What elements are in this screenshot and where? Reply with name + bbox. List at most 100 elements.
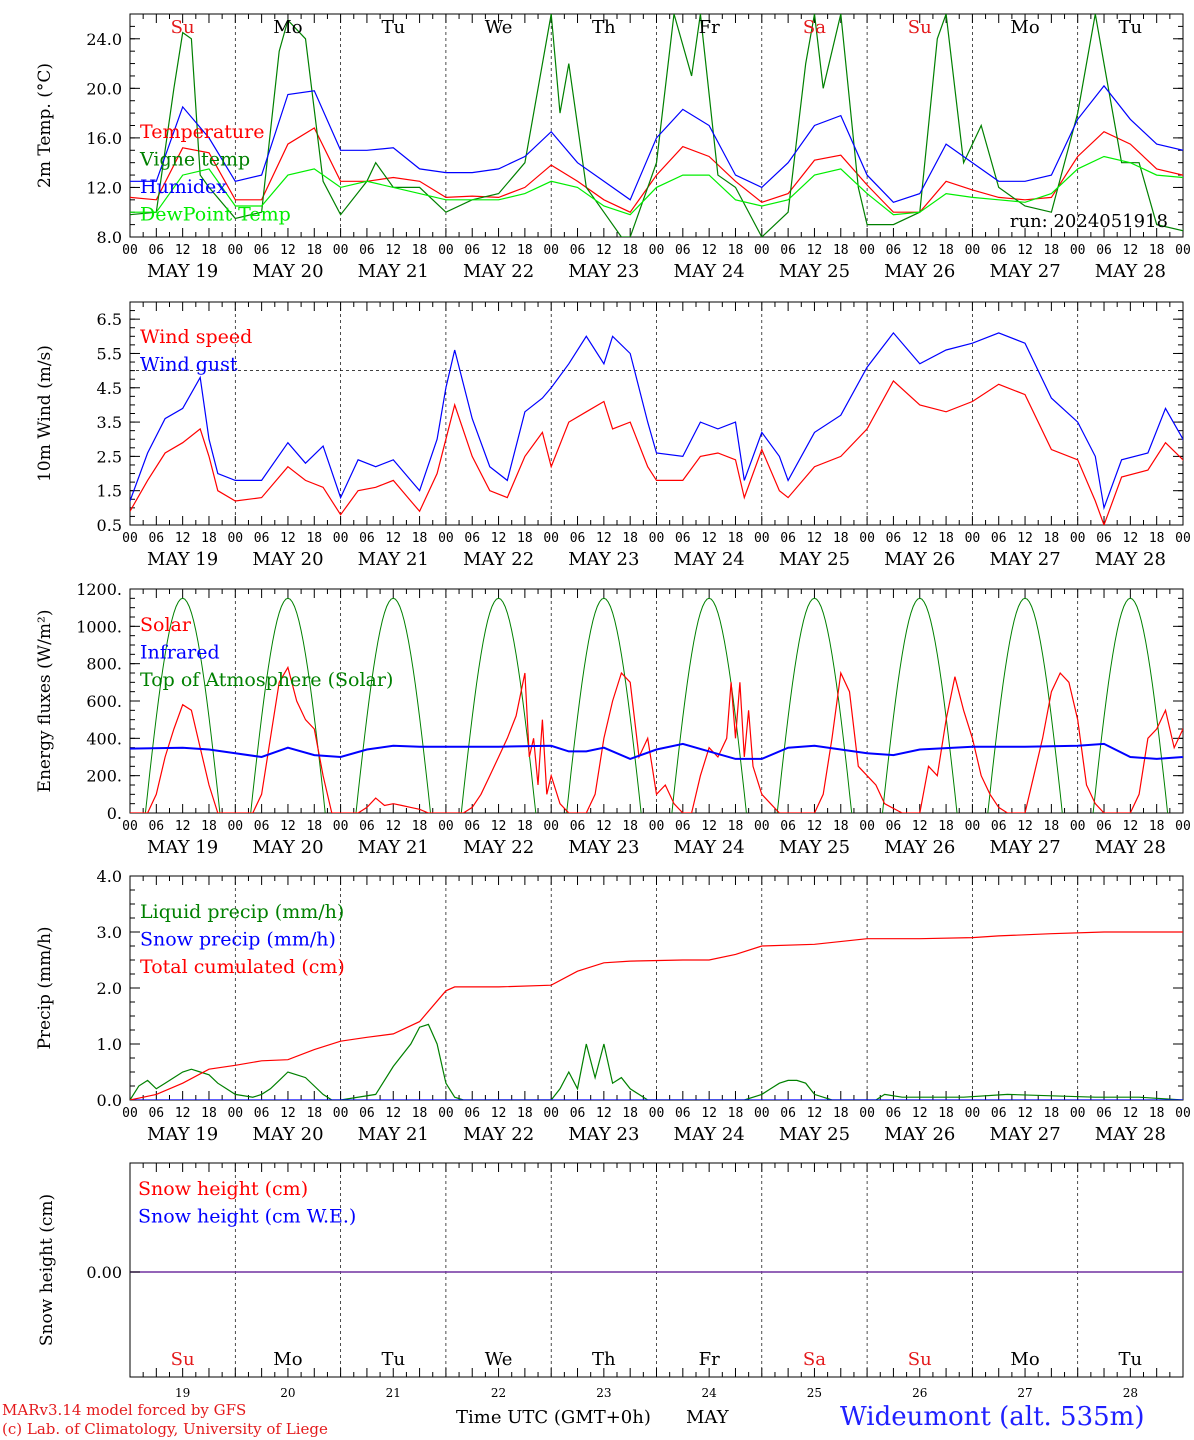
date-label: MAY 25 — [779, 261, 850, 282]
y-tick-label: 1200. — [76, 580, 122, 599]
hour-tick-label: 12 — [807, 243, 823, 258]
hour-tick-label: 06 — [464, 819, 480, 834]
hour-tick-label: 18 — [938, 1106, 954, 1121]
hour-tick-label: 12 — [385, 1106, 401, 1121]
hour-tick-label: 12 — [1123, 243, 1139, 258]
series-line-solar — [130, 665, 1183, 813]
series-line-total-cumulated-cm- — [130, 931, 1183, 1100]
hour-tick-label: 18 — [938, 531, 954, 546]
legend-entry: Solar — [140, 614, 192, 636]
hour-tick-label: 12 — [280, 819, 296, 834]
hour-tick-label: 18 — [1044, 243, 1060, 258]
day-name-label: Su — [171, 17, 195, 38]
hour-tick-label: 00 — [965, 243, 981, 258]
date-label: MAY 28 — [1095, 1124, 1166, 1145]
hour-tick-label: 06 — [780, 531, 796, 546]
series-line-wind-gust — [130, 331, 1183, 511]
hour-tick-label: 00 — [649, 1106, 665, 1121]
hour-tick-label: 18 — [728, 1106, 744, 1121]
hour-tick-label: 06 — [675, 819, 691, 834]
hour-tick-label: 00 — [122, 819, 138, 834]
hour-tick-label: 12 — [491, 819, 507, 834]
hour-tick-label: 18 — [517, 531, 533, 546]
date-label: MAY 28 — [1095, 837, 1166, 858]
day-number-label: 23 — [596, 1386, 611, 1400]
y-tick-label: 1.5 — [97, 482, 122, 501]
hour-tick-label: 18 — [412, 243, 428, 258]
hour-tick-label: 00 — [543, 243, 559, 258]
hour-tick-label: 06 — [780, 1106, 796, 1121]
hour-tick-label: 18 — [938, 819, 954, 834]
hour-tick-label: 06 — [464, 531, 480, 546]
hour-tick-label: 12 — [1017, 243, 1033, 258]
hour-tick-label: 00 — [859, 1106, 875, 1121]
hour-tick-label: 18 — [833, 1106, 849, 1121]
hour-tick-label: 00 — [754, 1106, 770, 1121]
hour-tick-label: 06 — [886, 531, 902, 546]
hour-tick-label: 06 — [464, 243, 480, 258]
hour-tick-label: 18 — [622, 243, 638, 258]
date-label: MAY 21 — [358, 1124, 429, 1145]
hour-tick-label: 12 — [596, 819, 612, 834]
hour-tick-label: 00 — [965, 819, 981, 834]
y-tick-label: 0.0 — [97, 1091, 122, 1110]
series-line-infrared — [130, 742, 1183, 760]
hour-tick-label: 12 — [491, 1106, 507, 1121]
hour-tick-label: 12 — [385, 819, 401, 834]
time-axis-label: Time UTC (GMT+0h) — [456, 1407, 651, 1428]
day-number-label: 21 — [386, 1386, 401, 1400]
y-tick-label: 600. — [86, 692, 122, 711]
hour-tick-label: 18 — [412, 531, 428, 546]
hour-tick-label: 06 — [148, 243, 164, 258]
run-annotation: run: 2024051918 — [1010, 211, 1168, 232]
date-label: MAY 27 — [989, 549, 1060, 570]
plot-area — [130, 597, 1183, 813]
hour-tick-label: 06 — [991, 819, 1007, 834]
hour-tick-label: 06 — [991, 531, 1007, 546]
day-name-label: Sa — [803, 1349, 826, 1370]
panel-5: Snow height (cm) 0.00 Su 19 Mo 20 Tu 21 We 22 Th 23… — [37, 1162, 1184, 1400]
day-name-label: Tu — [1119, 17, 1143, 38]
hour-tick-label: 00 — [438, 531, 454, 546]
series-line-liquid-precip-mm-h- — [130, 1023, 1183, 1100]
y-tick-label: 5.5 — [97, 344, 122, 363]
date-label: MAY 23 — [568, 1124, 639, 1145]
y-tick-label: 4.0 — [97, 867, 122, 886]
hour-tick-label: 06 — [148, 819, 164, 834]
day-number-label: 20 — [280, 1386, 295, 1400]
hour-tick-label: 12 — [912, 819, 928, 834]
hour-tick-label: 06 — [780, 243, 796, 258]
y-tick-label: 24.0 — [86, 30, 122, 49]
hour-tick-label: 18 — [201, 819, 217, 834]
hour-tick-label: 18 — [412, 1106, 428, 1121]
credit-line-1: MARv3.14 model forced by GFS — [2, 1401, 247, 1419]
hour-tick-label: 18 — [1044, 1106, 1060, 1121]
hour-tick-label: 12 — [1123, 1106, 1139, 1121]
date-label: MAY 23 — [568, 837, 639, 858]
hour-tick-label: 06 — [1096, 819, 1112, 834]
y-tick-label: 2.0 — [97, 979, 122, 998]
date-label: MAY 23 — [568, 549, 639, 570]
date-label: MAY 28 — [1095, 261, 1166, 282]
date-label: MAY 19 — [147, 261, 218, 282]
hour-tick-label: 06 — [1096, 1106, 1112, 1121]
hour-tick-label: 00 — [227, 1106, 243, 1121]
legend-entry: Wind gust — [140, 354, 238, 376]
hour-tick-label: 06 — [1096, 243, 1112, 258]
hour-tick-label: 00 — [965, 531, 981, 546]
hour-tick-label: 12 — [175, 531, 191, 546]
day-name-label: Th — [592, 1349, 616, 1370]
y-tick-label: 800. — [86, 655, 122, 674]
day-name-label: Su — [171, 1349, 195, 1370]
y-tick-label: 12.0 — [86, 178, 122, 197]
day-number-label: 25 — [807, 1386, 822, 1400]
day-number-label: 27 — [1017, 1386, 1032, 1400]
date-label: MAY 26 — [884, 1124, 955, 1145]
hour-tick-label: 18 — [1044, 531, 1060, 546]
y-axis-label: 10m Wind (m/s) — [35, 345, 55, 482]
hour-tick-label: 12 — [596, 243, 612, 258]
panel-2: 10m Wind (m/s) 0.5 1.5 2.5 3.5 4.5 5.5 6.5 00 06 1… — [35, 301, 1191, 570]
hour-tick-label: 12 — [1017, 1106, 1033, 1121]
date-label: MAY 27 — [989, 261, 1060, 282]
y-axis-label: 2m Temp. (°C) — [35, 63, 55, 188]
